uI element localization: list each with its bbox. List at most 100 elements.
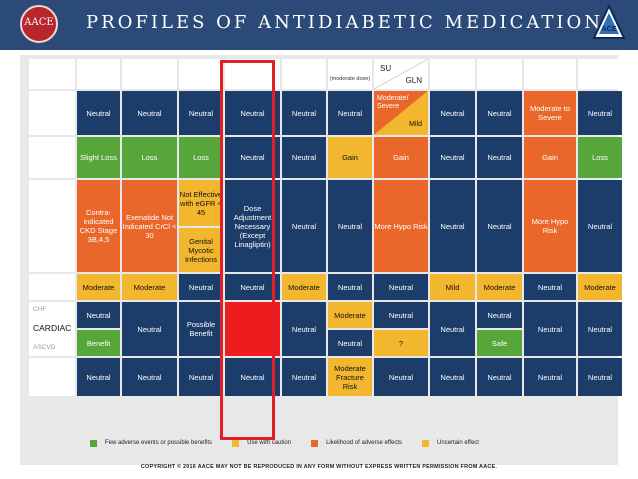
cell-renal-su: More Hypo Risk [374, 180, 428, 272]
legend-label-yellow: Use with caution [247, 440, 292, 446]
aace-logo-text: AACE [24, 17, 54, 28]
row-cardiac-chf: CHF CARDIAC ASCVD Neutral Neutral Possib… [29, 302, 622, 356]
cell-gi-glp1: Moderate [122, 274, 177, 300]
cell-cardiac-glp1: Neutral [122, 302, 177, 356]
row-label-cardiac: CHF CARDIAC ASCVD [29, 302, 75, 356]
cell-gi-sglt2: Neutral [179, 274, 223, 300]
cardiac-chf-label: CHF [33, 306, 47, 313]
cell-hypo-met: Neutral [77, 91, 120, 135]
legend-label-green: Few adverse events or possible benefits [105, 440, 213, 446]
legend-swatch-question [422, 439, 430, 447]
legend-item-orange: Likelihood of adverse effects [311, 439, 403, 447]
cell-gi-tzd: Neutral [328, 274, 372, 300]
cell-weight-agi: Neutral [282, 137, 326, 178]
cell-weight-met: Slight Loss [77, 137, 120, 178]
cell-weight-su: Gain [374, 137, 428, 178]
cell-hypo-colsvl: Neutral [430, 91, 475, 135]
cell-hypo-bcrqr: Neutral [477, 91, 522, 135]
cell-bone-sglt2: Neutral [179, 358, 223, 396]
cell-renal-sglt2-top: Not Effective with eGFR < 45 [179, 180, 223, 226]
row-label-renal: RENAL/ GU [29, 180, 75, 272]
cell-hypo-praml: Neutral [578, 91, 622, 135]
cell-renal-colsvl: Neutral [430, 180, 475, 272]
cell-hypo-insulin: Moderate to Severe [524, 91, 576, 135]
cell-bone-colsvl: Neutral [430, 358, 475, 396]
cell-gi-dpp4: Neutral [225, 274, 280, 300]
corner-cell [29, 59, 75, 89]
row-bone: BONE Neutral Neutral Neutral Neutral Neu… [29, 358, 622, 396]
row-cardiac-ascvd: Benefit Neutral ? Safe [29, 330, 622, 356]
cell-weight-bcrqr: Neutral [477, 137, 522, 178]
col-tzd-sub: (moderate dose) [329, 76, 371, 82]
cell-ascvd-su: ? [374, 330, 428, 356]
cell-cardiac-colsvl: Neutral [430, 302, 475, 356]
cell-hypo-dpp4: Neutral [225, 91, 280, 135]
row-renal: RENAL/ GU Contra-indicated CKD Stage 3B,… [29, 180, 622, 272]
cell-chf-tzd: Moderate [328, 302, 372, 328]
cardiac-label: CARDIAC [33, 323, 72, 333]
cell-hypo-sglt2: Neutral [179, 91, 223, 135]
row-weight: WEIGHT Slight Loss Loss Loss Neutral Neu… [29, 137, 622, 178]
cell-hypo-tzd: Neutral [328, 91, 372, 135]
col-bcrqr: BCR-QR [477, 59, 522, 89]
cell-gi-met: Moderate [77, 274, 120, 300]
cell-cardiac-insulin: Neutral [524, 302, 576, 356]
cell-weight-tzd: Gain [328, 137, 372, 178]
cell-renal-sglt2-bottom: Genital Mycotic Infections [179, 228, 223, 272]
cell-renal-dpp4: Dose Adjustment Necessary (Except Linagl… [225, 180, 280, 272]
row-label-gi: GI Sx [29, 274, 75, 300]
legend-item-yellow: Use with caution [232, 439, 292, 447]
cell-gi-insulin: Neutral [524, 274, 576, 300]
legend-swatch-orange [311, 439, 319, 447]
col-met: MET [77, 59, 120, 89]
col-gln: GLN [405, 76, 422, 85]
cell-weight-glp1: Loss [122, 137, 177, 178]
col-glp1: GLP-1 RA [122, 59, 177, 89]
cell-weight-colsvl: Neutral [430, 137, 475, 178]
legend-label-orange: Likelihood of adverse effects [326, 440, 403, 446]
col-dpp4: DPP-4i [225, 59, 280, 89]
row-hypo: HYPO Neutral Neutral Neutral Neutral Neu… [29, 91, 622, 135]
cell-renal-insulin: More Hypo Risk [524, 180, 576, 272]
col-tzd: TZD (moderate dose) [328, 59, 372, 89]
row-label-bone: BONE [29, 358, 75, 396]
legend-item-question: Uncertain effect [422, 439, 479, 447]
medications-table: MET GLP-1 RA SGLT-2i DPP-4i AGi TZD (mode… [27, 57, 624, 398]
cell-hypo-glp1: Neutral [122, 91, 177, 135]
col-colsvl: COLSVL [430, 59, 475, 89]
cell-cardiac-dpp4 [225, 302, 280, 356]
cell-bone-su: Neutral [374, 358, 428, 396]
header-row: MET GLP-1 RA SGLT-2i DPP-4i AGi TZD (mode… [29, 59, 622, 89]
cell-renal-met: Contra-indicated CKD Stage 3B,4,5 [77, 180, 120, 272]
cell-renal-agi: Neutral [282, 180, 326, 272]
cell-weight-sglt2: Loss [179, 137, 223, 178]
cell-bone-glp1: Neutral [122, 358, 177, 396]
col-insulin: INSULIN [524, 59, 576, 89]
col-su-gln: SU GLN [374, 59, 428, 89]
cell-weight-dpp4: Neutral [225, 137, 280, 178]
legend: Few adverse events or possible benefits … [90, 437, 550, 449]
cell-renal-sglt2: Not Effective with eGFR < 45 Genital Myc… [179, 180, 223, 272]
legend-item-green: Few adverse events or possible benefits [90, 439, 213, 447]
cell-ascvd-tzd: Neutral [328, 330, 372, 356]
cell-weight-insulin: Gain [524, 137, 576, 178]
cell-hypo-su-gln: Moderate/ Severe Mild [374, 91, 428, 135]
aace-logo: AACE [20, 5, 58, 43]
copyright-notice: COPYRIGHT © 2016 AACE MAY NOT BE REPRODU… [140, 464, 498, 470]
cardiac-ascvd-label: ASCVD [33, 344, 56, 351]
cell-renal-bcrqr: Neutral [477, 180, 522, 272]
cell-renal-tzd: Neutral [328, 180, 372, 272]
cell-hypo-su: Moderate/ Severe [377, 95, 409, 110]
cell-bone-praml: Neutral [578, 358, 622, 396]
header-bar: AACE PROFILES OF ANTIDIABETIC MEDICATION… [0, 0, 638, 50]
cell-chf-su: Neutral [374, 302, 428, 328]
cell-gi-bcrqr: Moderate [477, 274, 522, 300]
cell-hypo-agi: Neutral [282, 91, 326, 135]
cell-bone-tzd: Moderate Fracture Risk [328, 358, 372, 396]
row-gi: GI Sx Moderate Moderate Neutral Neutral … [29, 274, 622, 300]
cell-gi-su: Neutral [374, 274, 428, 300]
cell-ascvd-bcrqr: Safe [477, 330, 522, 356]
ace-badge-icon: ACE [592, 4, 626, 42]
legend-label-question: Uncertain effect [437, 440, 479, 446]
